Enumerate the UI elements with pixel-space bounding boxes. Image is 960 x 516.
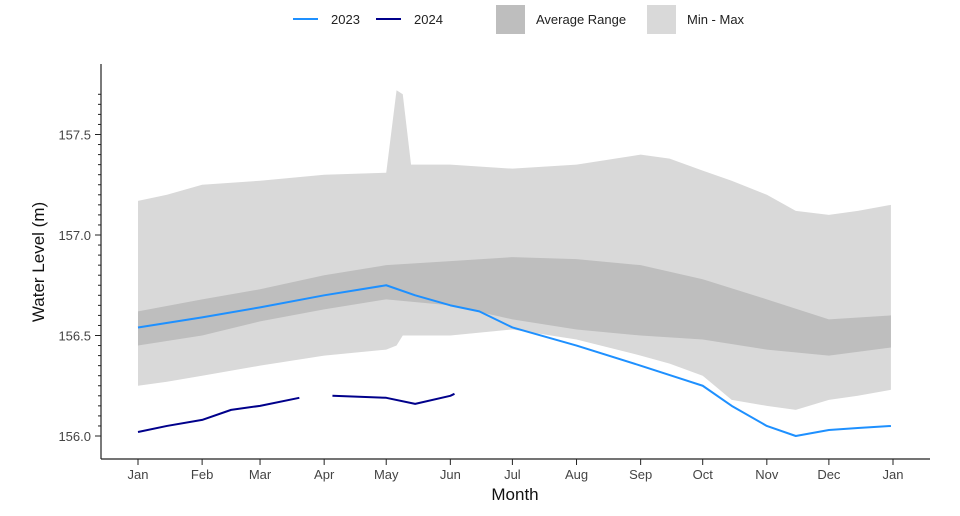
x-tick-label: Mar xyxy=(249,467,272,482)
y-ticks: 156.0 156.5 157.0 157.5 xyxy=(58,93,101,444)
y-axis-title: Water Level (m) xyxy=(29,202,48,322)
legend: 2023 2024 Average Range Min - Max xyxy=(293,5,745,34)
x-tick-label: Dec xyxy=(817,467,841,482)
series-line-2024 xyxy=(332,392,455,405)
y-tick-label: 156.5 xyxy=(58,329,91,344)
x-tick-label: Jan xyxy=(883,467,904,482)
series-line-2024 xyxy=(137,396,300,433)
x-tick-label: May xyxy=(374,467,399,482)
average-range-band xyxy=(138,257,891,356)
legend-swatch-average-range xyxy=(496,5,525,34)
x-tick-label: Jan xyxy=(128,467,149,482)
x-tick-label: Aug xyxy=(565,467,588,482)
x-tick-label: Oct xyxy=(693,467,714,482)
x-tick-label: Apr xyxy=(314,467,335,482)
x-tick-label: Jul xyxy=(504,467,521,482)
legend-label-min-max: Min - Max xyxy=(687,12,745,27)
x-axis-title: Month xyxy=(491,485,538,504)
legend-label-2024: 2024 xyxy=(414,12,443,27)
plot-area xyxy=(137,90,891,437)
x-tick-label: Feb xyxy=(191,467,213,482)
x-tick-label: Sep xyxy=(629,467,652,482)
legend-label-average-range: Average Range xyxy=(536,12,626,27)
x-tick-label: Nov xyxy=(755,467,779,482)
legend-swatch-min-max xyxy=(647,5,676,34)
legend-label-2023: 2023 xyxy=(331,12,360,27)
y-tick-label: 156.0 xyxy=(58,429,91,444)
x-tick-label: Jun xyxy=(440,467,461,482)
y-tick-label: 157.5 xyxy=(58,128,91,143)
min-max-band xyxy=(138,90,891,410)
x-ticks: Jan Feb Mar Apr May Jun Jul Aug Sep Oct Nov Dec Jan xyxy=(128,459,904,482)
y-tick-label: 157.0 xyxy=(58,228,91,243)
series-line-2023 xyxy=(137,284,891,437)
